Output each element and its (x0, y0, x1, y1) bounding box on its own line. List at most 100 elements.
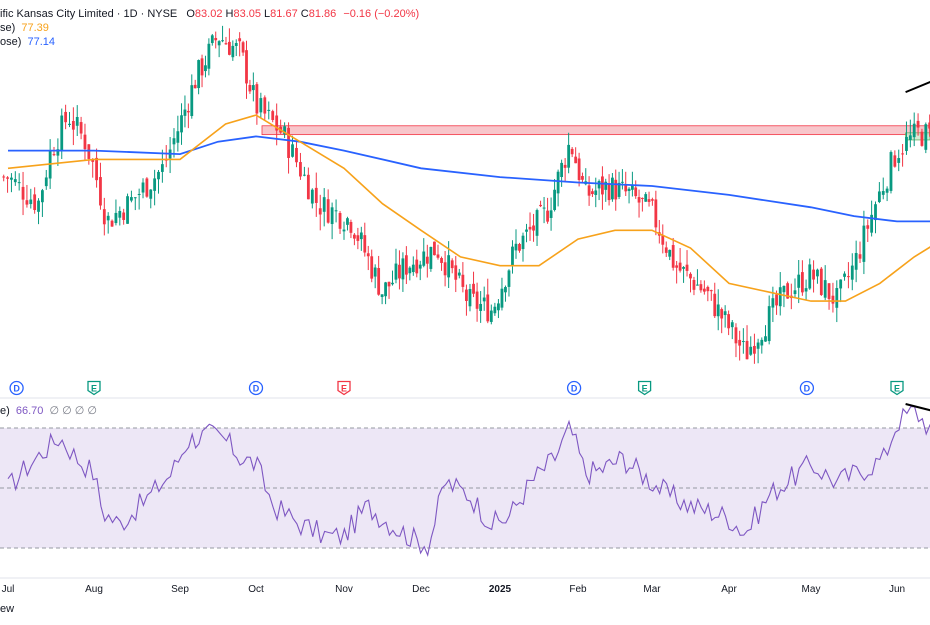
candle-body (401, 258, 405, 280)
ohlc-close-label: C (300, 8, 309, 20)
candle-body (611, 177, 614, 200)
x-tick-label: Feb (569, 584, 587, 595)
event-badge-dividend[interactable]: D (9, 380, 24, 396)
ohlc-close: 81.86 (308, 8, 337, 20)
candle-body (404, 255, 408, 275)
candle-body (37, 200, 40, 212)
rsi-value: 66.70 (15, 405, 44, 417)
ma-fast-legend[interactable]: se) 77.39 (0, 22, 49, 34)
candle-body (238, 38, 242, 42)
candle-body (204, 65, 207, 72)
candle-body (908, 135, 912, 140)
candle-body (601, 176, 604, 195)
candle-body (186, 110, 190, 113)
candle-body (514, 243, 518, 251)
event-badge-dividend[interactable]: D (566, 380, 582, 396)
candle-body (349, 221, 353, 233)
header-legend: ific Kansas City Limited · 1D · NYSE O83… (0, 8, 419, 20)
candle-body (637, 197, 641, 203)
candle-body (504, 287, 507, 293)
candle-body (816, 269, 819, 277)
candle-body (597, 181, 601, 189)
candle-body (102, 209, 106, 225)
candle-body (411, 264, 415, 273)
candle-body (756, 342, 760, 349)
candle-body (157, 171, 160, 180)
candle-body (808, 264, 812, 289)
candle-body (228, 41, 231, 55)
symbol-title[interactable]: ific Kansas City Limited · 1D · NYSE (0, 8, 178, 20)
candle-body (709, 290, 713, 292)
candle-body (318, 208, 322, 215)
candle-body (702, 288, 706, 292)
event-badge-outline (799, 380, 815, 396)
candle-body (901, 153, 904, 155)
candle-body (326, 199, 330, 223)
candle-body (114, 212, 118, 224)
event-badge-dividend[interactable]: D (248, 380, 264, 396)
candle-body (549, 210, 553, 218)
candle-body (214, 37, 218, 41)
candle-body (850, 265, 854, 280)
candle-body (373, 267, 377, 277)
candle-body (153, 178, 157, 191)
x-tick-label: 2025 (489, 584, 512, 595)
candle-body (647, 199, 651, 202)
candle-body (812, 269, 815, 280)
candle-body (764, 336, 767, 342)
candle-body (176, 131, 180, 143)
candle-body (716, 304, 720, 317)
candle-body (359, 232, 363, 240)
event-badge-outline (637, 380, 652, 396)
candle-body (52, 154, 56, 156)
candle-body (567, 144, 571, 168)
candle-body (398, 264, 401, 279)
candle-body (221, 40, 224, 42)
candle-body (299, 162, 302, 177)
candle-body (546, 210, 549, 222)
candle-body (377, 268, 381, 295)
candle-body (310, 189, 314, 204)
candle-body (68, 123, 71, 125)
candle-body (425, 256, 429, 264)
event-badge-earnings_red[interactable]: E (337, 380, 351, 396)
candle-body (193, 84, 197, 89)
candle-body (723, 311, 727, 316)
event-badge-label: E (642, 384, 648, 394)
event-badge-earnings[interactable]: E (637, 380, 652, 396)
x-axis-labels: Jul Aug Sep Oct Nov Dec 2025 Feb Mar Apr May Jun (2, 584, 905, 595)
event-badge-label: D (13, 384, 20, 394)
candle-body (130, 197, 133, 201)
event-badge-dividend[interactable]: D (799, 380, 815, 396)
candle-body (870, 214, 874, 233)
footer-partial-text[interactable]: ew (0, 603, 15, 615)
ohlc-low: 81.67 (270, 8, 298, 20)
candle-body (685, 264, 689, 271)
event-badge-label: D (571, 384, 578, 394)
candle-body (234, 43, 238, 46)
candle-body (418, 264, 422, 269)
candle-body (905, 136, 908, 151)
event-badge-earnings[interactable]: E (87, 380, 101, 396)
event-badge-earnings[interactable]: E (890, 380, 904, 396)
candle-body (627, 188, 631, 191)
candle-body (267, 109, 271, 111)
candle-body (644, 194, 648, 202)
candle-body (183, 109, 187, 116)
candle-body (831, 295, 835, 304)
candle-body (330, 207, 334, 225)
ma-slow-legend[interactable]: ose) 77.14 (0, 36, 55, 48)
candle-body (734, 327, 738, 344)
candle-body (839, 279, 843, 289)
rsi-legend[interactable]: e) 66.70 ∅ ∅ ∅ ∅ (0, 404, 97, 417)
candle-body (525, 229, 528, 232)
candle-body (133, 197, 137, 199)
candle-body (689, 273, 692, 279)
candle-body (874, 204, 877, 221)
candle-body (200, 58, 204, 76)
candle-body (542, 207, 546, 209)
x-tick-label: May (802, 584, 821, 595)
